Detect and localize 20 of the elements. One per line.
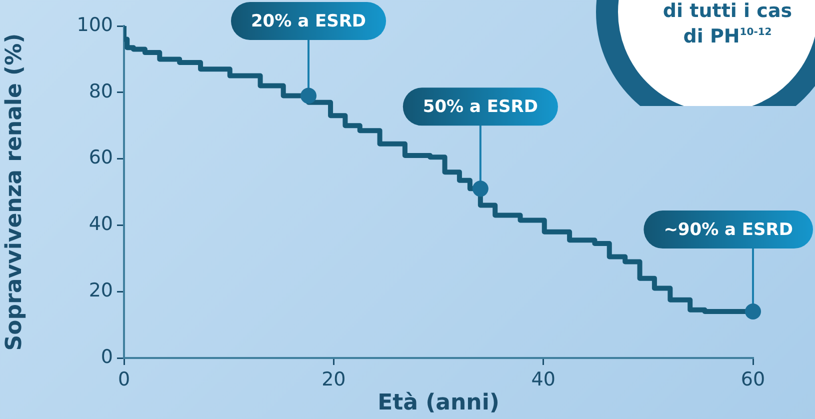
y-tick-label: 0 (100, 346, 113, 368)
annotation: ~90% a ESRD (664, 220, 794, 240)
annotation: 50% a ESRD (422, 97, 538, 118)
x-tick-label: 40 (531, 368, 556, 390)
y-tick-label: 80 (88, 80, 113, 102)
point (300, 88, 317, 104)
point (472, 180, 488, 197)
x-axis-title: Età (anni) (378, 390, 500, 416)
y-tick-label: 20 (88, 280, 113, 302)
x-tick-label: 0 (118, 368, 130, 390)
y-tick-label: 100 (76, 14, 113, 36)
x-tick-label: 60 (740, 368, 766, 390)
x-tick-label: 20 (322, 368, 346, 390)
y-tick-label: 60 (88, 146, 113, 169)
y-tick-label: 40 (88, 213, 113, 236)
annotation: di PH$^{10-12}$ (682, 24, 773, 48)
annotation: 20% a ESRD (250, 11, 366, 32)
point (745, 304, 761, 320)
text: di tutti i cas (662, 0, 794, 22)
y-axis-title: Sopravvivenza renale (%) (2, 33, 27, 351)
